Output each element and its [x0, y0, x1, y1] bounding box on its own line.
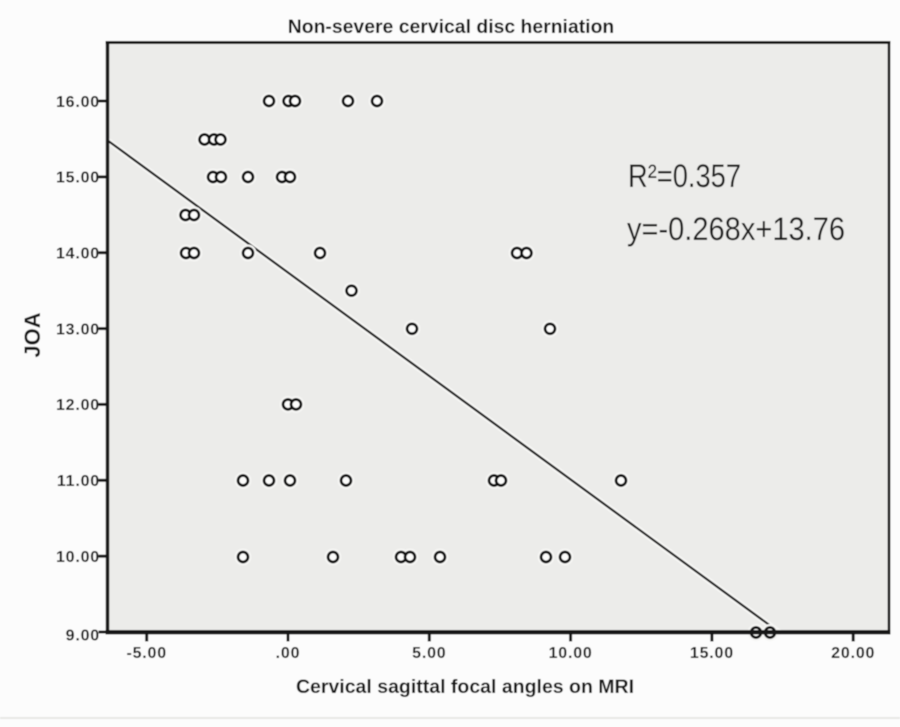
svg-text:10.00: 10.00 — [56, 549, 100, 566]
svg-text:13.00: 13.00 — [56, 321, 100, 338]
svg-text:9.00: 9.00 — [66, 628, 100, 645]
svg-text:-5.00: -5.00 — [126, 645, 166, 662]
svg-text:14.00: 14.00 — [56, 246, 100, 263]
svg-text:.00: .00 — [276, 645, 301, 662]
svg-text:15.00: 15.00 — [690, 645, 734, 662]
svg-text:15.00: 15.00 — [56, 170, 100, 187]
svg-text:y=-0.268x+13.76: y=-0.268x+13.76 — [627, 211, 845, 247]
svg-text:12.00: 12.00 — [56, 397, 100, 414]
svg-text:JOA: JOA — [20, 312, 45, 357]
svg-text:10.00: 10.00 — [549, 645, 593, 662]
svg-text:5.00: 5.00 — [412, 645, 446, 662]
svg-text:R²=0.357: R²=0.357 — [628, 158, 741, 194]
svg-text:Cervical sagittal focal angles: Cervical sagittal focal angles on MRI — [296, 676, 634, 698]
svg-text:16.00: 16.00 — [56, 94, 100, 111]
svg-text:Non-severe cervical disc herni: Non-severe cervical disc herniation — [288, 16, 615, 38]
svg-text:11.00: 11.00 — [57, 473, 100, 490]
svg-text:20.00: 20.00 — [831, 645, 875, 662]
